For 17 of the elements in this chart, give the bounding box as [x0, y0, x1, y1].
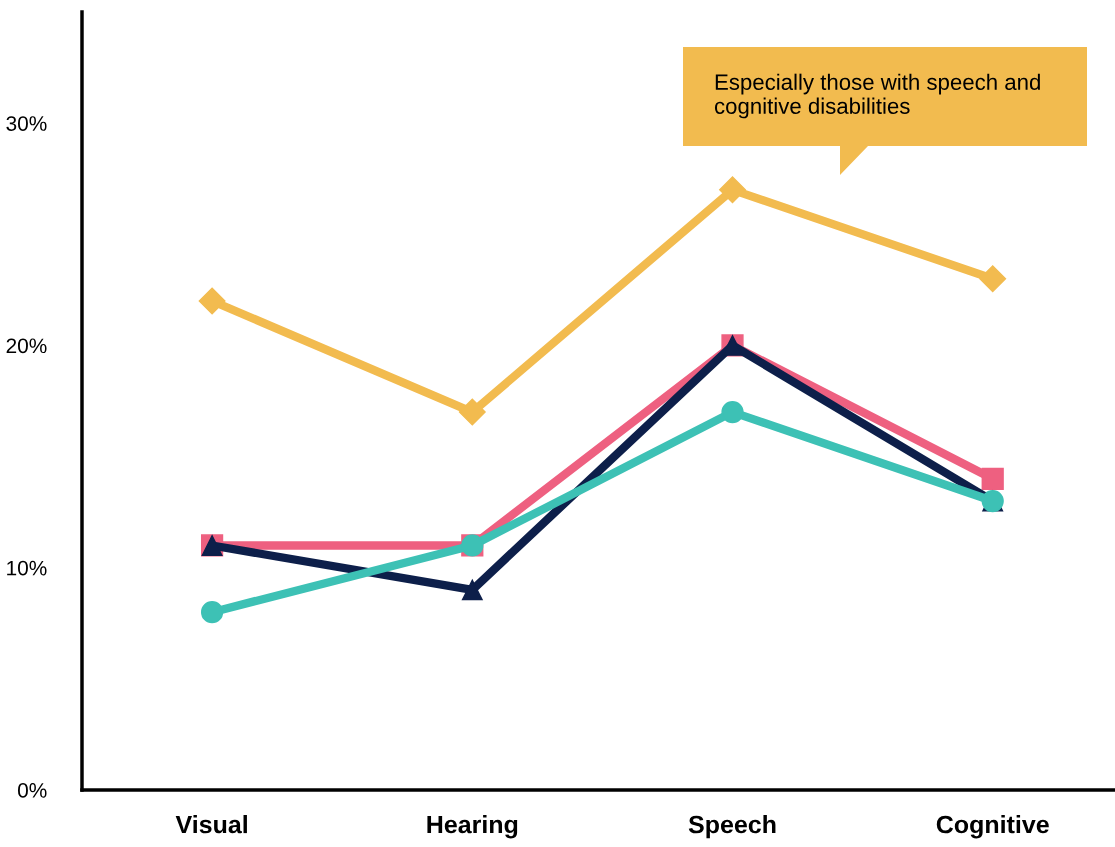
point: [198, 287, 226, 315]
annotation: Especially those with speech and cognitive disabilities: [714, 73, 1040, 119]
x-tick-label: Cognitive: [936, 815, 1049, 839]
x-tick-label: Visual: [175, 815, 247, 834]
point: [461, 579, 483, 601]
x-tick-label: Speech: [688, 815, 776, 839]
point: [719, 176, 746, 204]
point: [721, 401, 744, 424]
y-tick-label: 20%: [6, 338, 47, 354]
point: [458, 398, 486, 426]
point: [981, 467, 1004, 490]
y-tick-label: 10%: [7, 560, 47, 576]
x-tick-label: Hearing: [427, 815, 518, 839]
y-tick-label: 30%: [6, 116, 47, 131]
point: [200, 601, 224, 624]
y-tick-label: 0%: [17, 783, 47, 798]
point: [979, 265, 1007, 293]
